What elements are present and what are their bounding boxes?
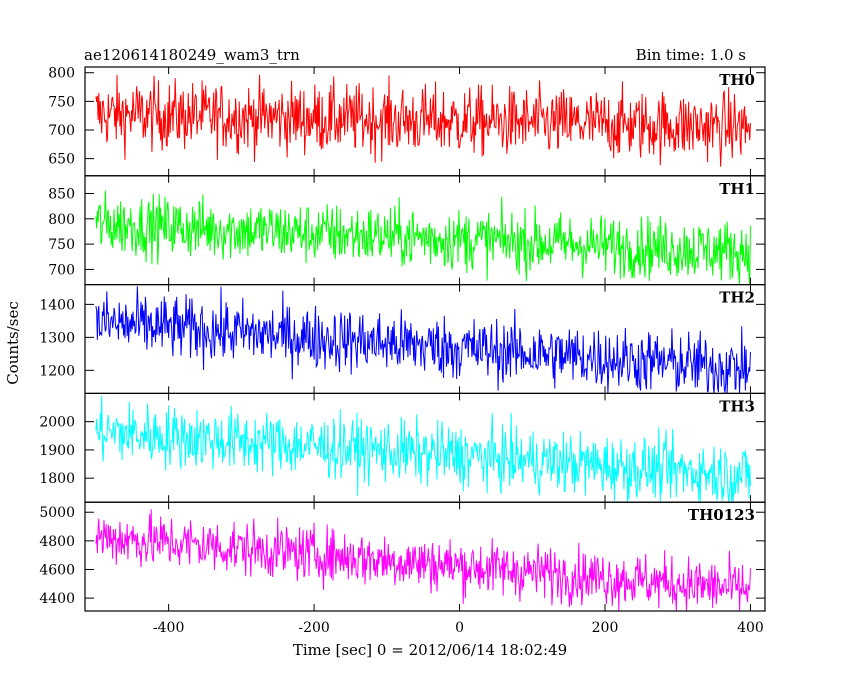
panel-label-th2: TH2 — [719, 289, 755, 307]
y-tick-label-th0123-5000: 5000 — [39, 505, 75, 521]
y-tick-label-th0-800: 800 — [48, 66, 75, 82]
y-tick-label-th2-1300: 1300 — [39, 330, 75, 346]
y-tick-label-th0-650: 650 — [48, 152, 75, 168]
chart-title: ae120614180249_wam3_trn — [84, 46, 300, 64]
panel-frame-th2 — [84, 284, 766, 395]
bin-time-label: Bin time: 1.0 s — [636, 46, 746, 64]
panel-frame-th0123 — [84, 501, 766, 612]
y-tick-label-th0123-4400: 4400 — [39, 591, 75, 607]
x-tick-label--200: -200 — [298, 620, 329, 636]
x-axis-label: Time [sec] 0 = 2012/06/14 18:02:49 — [293, 641, 567, 659]
y-tick-label-th0-700: 700 — [48, 123, 75, 139]
y-axis-label: Counts/sec — [4, 301, 22, 385]
panels-group: 650 700 750 800 TH0 700 750 800 850 TH1 1200 1300 14… — [39, 66, 766, 636]
series-line-th0 — [95, 74, 751, 167]
x-tick-label--400: -400 — [153, 620, 184, 636]
x-tick-label-200: 200 — [592, 620, 619, 636]
y-tick-label-th3-2000: 2000 — [39, 415, 75, 431]
series-line-th1 — [95, 190, 751, 285]
y-tick-label-th2-1400: 1400 — [39, 297, 75, 313]
panel-label-th0: TH0 — [719, 71, 755, 89]
y-tick-label-th2-1200: 1200 — [39, 363, 75, 379]
series-line-th2 — [95, 286, 751, 394]
panel-label-th3: TH3 — [719, 397, 755, 415]
panel-label-th0123: TH0123 — [688, 506, 755, 524]
y-tick-label-th1-700: 700 — [48, 262, 75, 278]
x-tick-label-400: 400 — [737, 620, 764, 636]
y-tick-label-th1-750: 750 — [48, 237, 75, 253]
y-tick-label-th0123-4600: 4600 — [39, 562, 75, 578]
y-tick-label-th0123-4800: 4800 — [39, 534, 75, 550]
y-tick-label-th0-750: 750 — [48, 94, 75, 110]
x-tick-label-0: 0 — [455, 620, 464, 636]
series-line-th3 — [95, 395, 751, 503]
series-line-th0123 — [95, 509, 751, 612]
y-tick-label-th1-850: 850 — [48, 187, 75, 203]
y-tick-label-th3-1900: 1900 — [39, 443, 75, 459]
panel-frame-th1 — [84, 175, 766, 286]
panel-label-th1: TH1 — [719, 180, 755, 198]
y-tick-label-th1-800: 800 — [48, 212, 75, 228]
y-tick-label-th3-1800: 1800 — [39, 471, 75, 487]
